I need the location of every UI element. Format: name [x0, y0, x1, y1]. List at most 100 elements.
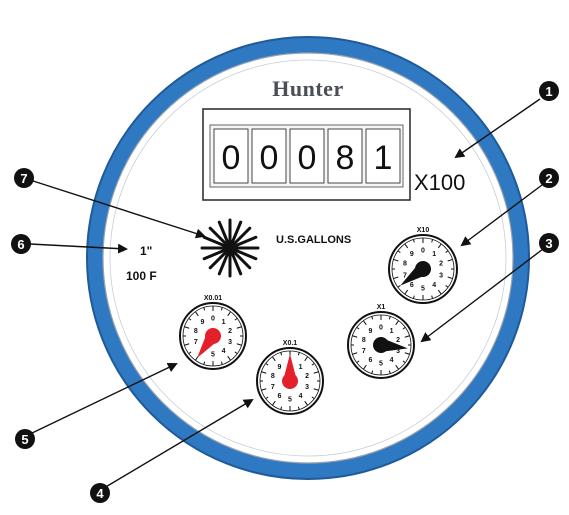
meter-body	[86, 36, 530, 480]
dial-tick	[388, 316, 391, 320]
dial-number: 5	[288, 397, 292, 404]
odometer-digit-cell	[251, 128, 287, 184]
callout-7-badge	[14, 168, 34, 188]
dial-tick	[445, 285, 449, 288]
dial-number: 1	[432, 251, 436, 258]
dial-tick	[404, 243, 409, 249]
dial-number: 4	[299, 393, 303, 400]
dial-number: 2	[305, 373, 309, 380]
dial-x0_01: 0123456789X0.01	[179, 295, 247, 370]
dial-tick	[445, 250, 449, 253]
dial-number: 8	[271, 373, 275, 380]
dial-number: 4	[390, 357, 394, 364]
dial-tick	[437, 243, 442, 249]
dial-tick	[184, 326, 190, 329]
dial-tick	[280, 406, 283, 410]
dial-tick	[371, 316, 374, 320]
dial-tick	[397, 285, 401, 288]
callout-1-badge	[539, 81, 559, 101]
dial-tick	[271, 356, 276, 362]
dial-label: X1	[377, 304, 386, 311]
dial-tick	[280, 352, 283, 356]
dial-number: 5	[379, 361, 383, 368]
callout-2: 2	[539, 168, 559, 188]
dial-pointer-hub	[373, 337, 389, 353]
dial-tick	[404, 352, 410, 355]
dial-number: 9	[410, 251, 414, 258]
dial-number: 0	[379, 325, 383, 332]
dial-number: 4	[432, 282, 436, 289]
dial-number: 0	[211, 316, 215, 323]
callout-3: 3	[539, 233, 559, 253]
callout-1-number: 1	[545, 84, 552, 99]
dial-number: 6	[277, 393, 281, 400]
dial-tick	[395, 364, 400, 370]
dial-tick	[402, 326, 406, 330]
callout-line-3	[420, 248, 544, 343]
dial-tick	[402, 360, 406, 364]
dial-tick	[352, 335, 358, 338]
dial-tick	[304, 400, 309, 406]
dial-number: 6	[368, 357, 372, 364]
dial-number: 2	[228, 328, 232, 335]
odometer-digit: 0	[298, 139, 317, 177]
dial-tick	[203, 307, 206, 311]
flow-indicator-hub	[226, 244, 234, 252]
dial-tick	[431, 239, 434, 243]
flow-indicator-spoke	[228, 246, 243, 276]
dial-number: 3	[305, 384, 309, 391]
dial-tick	[203, 361, 206, 365]
callout-7: 7	[14, 168, 34, 188]
callout-4: 4	[90, 483, 110, 503]
dial-tick	[362, 320, 367, 326]
dial-number: 5	[211, 352, 215, 359]
max-temp-label: 100 F	[126, 269, 157, 283]
dial-tick	[297, 352, 300, 356]
dial-number: 9	[200, 319, 204, 326]
dial-tick	[393, 258, 399, 262]
dial-tick	[371, 370, 374, 374]
callout-2-number: 2	[545, 171, 552, 186]
odometer-digit: 0	[222, 139, 241, 177]
dial-number: 1	[390, 328, 394, 335]
dial-tick	[234, 317, 238, 321]
dial-number: 2	[396, 337, 400, 344]
dial-tick	[236, 343, 242, 346]
flow-indicator-spoke	[228, 235, 258, 250]
dial-tick	[447, 276, 453, 280]
callout-2-badge	[539, 168, 559, 188]
units-label: U.S.GALLONS	[276, 234, 351, 246]
dial-tick	[265, 362, 269, 366]
callout-6-number: 6	[17, 237, 24, 252]
callout-line-6	[29, 243, 128, 254]
callout-3-badge	[539, 233, 559, 253]
dial-tick	[227, 355, 232, 361]
odometer-digit: 8	[336, 139, 355, 177]
dial-tick	[304, 356, 309, 362]
dial-number: 8	[362, 337, 366, 344]
callout-4-number: 4	[96, 486, 104, 501]
dial-tick	[313, 371, 319, 374]
flow-indicator-spoke	[217, 246, 232, 276]
dial-tick	[356, 360, 360, 364]
dial-tick	[404, 335, 410, 338]
dial-tick	[404, 289, 409, 295]
callout-7-number: 7	[20, 171, 27, 186]
dial-tick	[220, 361, 223, 365]
dial-tick	[265, 396, 269, 400]
dial-tick	[188, 351, 192, 355]
odometer-digit-cell	[327, 128, 363, 184]
dial-tick	[412, 239, 415, 243]
dial-tick	[388, 370, 391, 374]
dial-tick	[412, 295, 415, 299]
dial-number: 1	[222, 319, 226, 326]
dial-tick	[313, 388, 319, 391]
dial-number: 8	[194, 328, 198, 335]
dial-number: 8	[403, 261, 407, 268]
odometer-digit-cell	[365, 128, 401, 184]
callout-line-7	[29, 179, 206, 239]
callout-6: 6	[11, 234, 31, 254]
